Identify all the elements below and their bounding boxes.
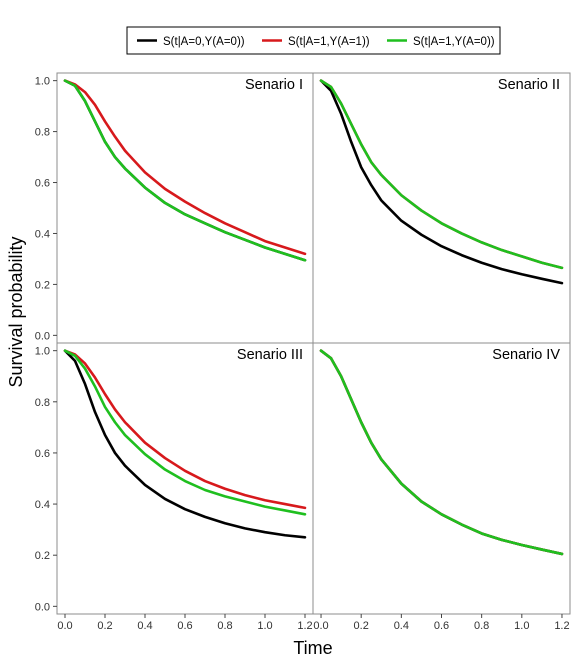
series-line (63, 79, 307, 256)
y-tick-label: 0.6 (35, 178, 50, 190)
x-tick-label: 0.8 (474, 620, 489, 632)
x-axis-label: Time (293, 638, 332, 658)
y-tick-label: 1.0 (35, 76, 50, 88)
panel-title: Senario I (245, 77, 303, 93)
y-tick-label: 1.0 (35, 346, 50, 358)
legend-box (126, 26, 501, 55)
y-tick-label: 0.2 (35, 279, 50, 291)
x-tick-label: 0.6 (434, 620, 449, 632)
panel-frame (312, 342, 571, 615)
x-tick-label: 0.2 (354, 620, 369, 632)
x-tick-label: 0.0 (57, 620, 72, 632)
series-line (63, 349, 307, 516)
x-tick-label: 0.2 (97, 620, 112, 632)
y-axis-label: Survival probability (6, 236, 26, 387)
panel-title: Senario III (237, 347, 303, 363)
series-line (319, 79, 564, 285)
series-line (319, 349, 564, 556)
panels: Senario I 0.0 0.2 0.4 0.6 0.8 1.0 Senario II Sen… (35, 72, 571, 632)
x-tick-label: 0.6 (177, 620, 192, 632)
y-tick-label: 0.0 (35, 330, 50, 342)
x-tick-label: 0.8 (217, 620, 232, 632)
y-tick-label: 0.8 (35, 127, 50, 139)
panel-title: Senario IV (492, 347, 560, 363)
panel-frame (312, 72, 571, 344)
x-tick-label: 1.2 (297, 620, 312, 632)
x-tick-label: 1.2 (554, 620, 569, 632)
y-tick-label: 0.2 (35, 550, 50, 562)
series-line (63, 349, 307, 539)
panel-frame (56, 342, 314, 615)
panel: Senario IV 0.0 0.2 0.4 0.6 0.8 1.0 1.2 (312, 342, 571, 632)
panel: Senario II (312, 72, 571, 344)
y-tick-label: 0.4 (35, 499, 50, 511)
y-tick-label: 0.8 (35, 397, 50, 409)
legend-label: S(t|A=1,Y(A=1)) (288, 36, 370, 48)
series-line (63, 349, 307, 510)
legend-label: S(t|A=0,Y(A=0)) (163, 36, 245, 48)
legend: S(t|A=0,Y(A=0)) S(t|A=1,Y(A=1)) S(t|A=1,Y(… (126, 26, 501, 55)
x-tick-label: 1.0 (514, 620, 529, 632)
panel-title: Senario II (498, 77, 560, 93)
series-line (319, 79, 564, 270)
y-tick-label: 0.0 (35, 601, 50, 613)
x-tick-label: 0.4 (394, 620, 409, 632)
panel-frame (56, 72, 314, 344)
legend-label: S(t|A=1,Y(A=0)) (413, 36, 495, 48)
series-line (63, 79, 307, 262)
panel: Senario III 0.0 0.2 0.4 0.6 0.8 1.0 0.0 0.2 0.4 0.… (35, 342, 314, 632)
x-tick-label: 1.0 (257, 620, 272, 632)
y-tick-label: 0.6 (35, 448, 50, 460)
x-tick-label: 0.0 (313, 620, 328, 632)
panel: Senario I 0.0 0.2 0.4 0.6 0.8 1.0 (35, 72, 314, 344)
x-tick-label: 0.4 (137, 620, 152, 632)
y-tick-label: 0.4 (35, 228, 50, 240)
